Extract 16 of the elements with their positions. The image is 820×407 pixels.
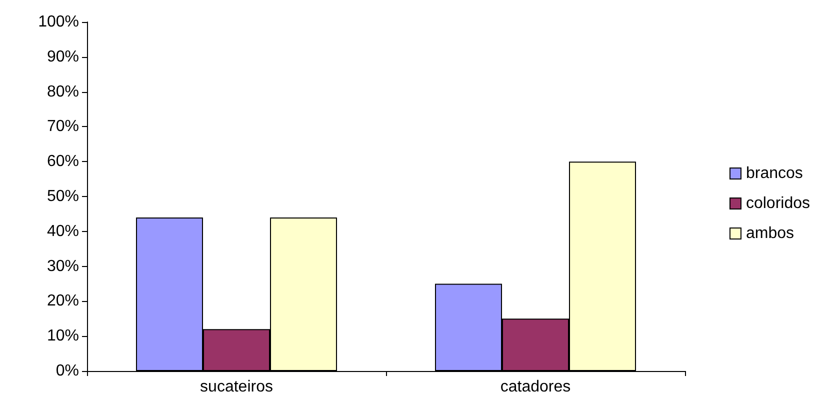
legend-label: ambos <box>746 225 794 242</box>
y-tick-label: 10% <box>46 328 79 345</box>
y-tick-label: 50% <box>46 188 79 205</box>
y-tick-label: 80% <box>46 83 79 100</box>
y-tick-label: 70% <box>46 118 79 136</box>
y-tick-label: 20% <box>46 292 79 310</box>
y-tick-label: 100% <box>38 14 79 30</box>
y-tick-label: 60% <box>46 153 79 170</box>
y-tick-label: 40% <box>46 222 79 240</box>
legend-label: coloridos <box>746 195 810 212</box>
y-tick-label: 30% <box>46 258 79 275</box>
x-tick-label: catadores <box>500 378 571 396</box>
y-tick-label: 0% <box>56 362 79 380</box>
legend-label: brancos <box>746 165 803 182</box>
y-tick-label: 90% <box>46 48 79 66</box>
x-tick-label: sucateiros <box>200 378 273 396</box>
